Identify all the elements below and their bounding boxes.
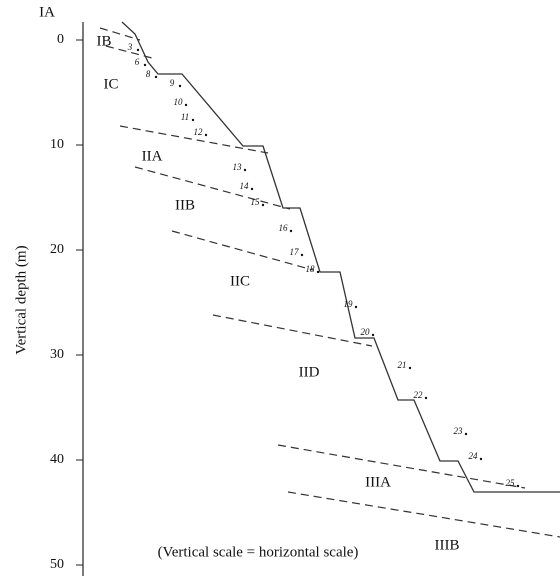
tick-label: 10 [50,137,64,152]
sample-dot [424,396,428,400]
sample-label: 18 [306,264,316,274]
sample-dot [371,333,375,337]
sample-label: 13 [233,162,243,172]
sample-dot [184,103,188,107]
sample-dot [191,118,195,122]
axis-label: Vertical depth (m) [13,245,29,354]
zone-label: IIIA [365,474,391,490]
sample-label: 25 [506,478,516,488]
zone-label: IA [39,4,55,20]
sample-label: 9 [170,78,175,88]
sample-dot [464,432,468,436]
zone-label: IIB [175,197,195,213]
sample-dot [143,63,147,67]
sample-label: 10 [174,97,184,107]
sample-dot [289,229,293,233]
sample-dot [516,484,520,488]
sample-label: 11 [181,112,189,122]
sample-label: 19 [344,299,354,309]
tick-label: 0 [57,32,64,47]
sample-label: 24 [469,451,479,461]
zone-label: IIIB [435,537,460,553]
zone-label: IIC [230,273,250,289]
sample-dot [204,133,208,137]
sample-dot [261,203,265,207]
sample-dot [243,168,247,172]
sample-dot [316,270,320,274]
sample-dot [354,305,358,309]
sample-dot [136,48,140,52]
tick-label: 40 [50,452,64,467]
sample-label: 17 [290,247,300,257]
sample-dot [479,457,483,461]
sample-label: 6 [135,57,140,67]
sample-label: 12 [194,127,204,137]
zone-label: IB [97,33,112,49]
sample-label: 20 [361,327,371,337]
sample-label: 15 [251,197,261,207]
sample-label: 3 [127,42,133,52]
sample-dot [178,84,182,88]
sample-dot [154,75,158,79]
note: (Vertical scale = horizontal scale) [158,544,359,560]
zone-label: IIA [142,148,163,164]
sample-label: 21 [398,360,407,370]
zone-label: IID [299,364,320,380]
sample-label: 22 [414,390,424,400]
sample-dot [408,366,412,370]
sample-dot [300,253,304,257]
tick-label: 30 [50,347,64,362]
sample-label: 14 [240,181,250,191]
sample-label: 16 [279,223,289,233]
sample-label: 23 [454,426,464,436]
slope-profile [121,21,560,493]
boundaries [99,27,560,538]
sample-label: 8 [146,69,151,79]
zone-label: IC [104,76,119,92]
tick-label: 20 [50,242,64,257]
tick-label: 50 [50,557,64,572]
sample-dot [250,187,254,191]
